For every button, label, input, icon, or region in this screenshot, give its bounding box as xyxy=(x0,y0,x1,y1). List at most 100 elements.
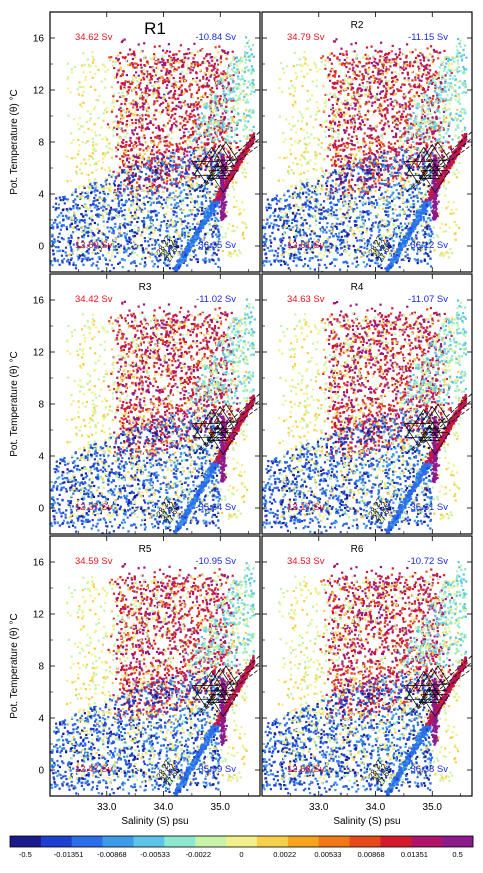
data-point xyxy=(120,146,123,149)
data-point xyxy=(126,183,130,186)
data-point xyxy=(236,64,239,67)
data-point xyxy=(144,256,147,260)
data-point xyxy=(187,222,190,225)
data-point xyxy=(151,179,154,182)
data-point xyxy=(148,187,151,190)
data-point xyxy=(172,178,175,181)
data-point xyxy=(120,102,123,106)
data-point xyxy=(243,71,246,74)
data-point xyxy=(229,255,232,258)
data-point xyxy=(76,245,79,248)
data-point xyxy=(128,181,131,184)
data-point xyxy=(227,67,230,70)
data-point xyxy=(191,223,194,226)
data-point xyxy=(90,241,93,244)
data-point xyxy=(214,227,217,230)
data-point xyxy=(208,204,211,208)
data-point xyxy=(61,259,64,262)
data-point xyxy=(125,124,128,127)
data-point xyxy=(166,135,169,138)
data-point xyxy=(157,127,161,131)
data-point xyxy=(206,187,209,191)
data-point xyxy=(144,70,147,74)
data-point xyxy=(68,253,71,256)
data-point xyxy=(151,171,154,175)
data-point xyxy=(218,166,221,169)
data-point xyxy=(101,161,104,164)
data-point xyxy=(222,201,225,204)
data-point xyxy=(134,140,137,144)
data-point xyxy=(193,213,196,217)
data-point xyxy=(128,183,131,186)
data-point xyxy=(148,189,152,192)
data-point xyxy=(180,190,183,193)
data-point xyxy=(223,147,226,150)
data-point xyxy=(58,249,61,252)
data-point xyxy=(134,174,137,177)
data-point xyxy=(153,114,156,117)
data-point xyxy=(184,119,187,123)
data-point xyxy=(225,110,228,113)
data-point xyxy=(218,176,221,179)
data-point xyxy=(84,225,87,228)
data-point xyxy=(357,117,360,120)
data-point xyxy=(187,239,190,242)
data-point xyxy=(430,79,433,82)
data-point xyxy=(81,235,84,238)
data-point xyxy=(352,66,355,69)
data-point xyxy=(126,242,129,246)
data-point xyxy=(137,142,140,145)
data-point xyxy=(140,129,143,132)
data-point xyxy=(125,140,128,144)
data-point xyxy=(98,257,101,260)
data-point xyxy=(92,141,95,144)
data-point xyxy=(168,111,171,114)
data-point xyxy=(184,112,188,115)
data-point xyxy=(331,85,334,89)
data-point xyxy=(217,172,220,175)
data-point xyxy=(90,184,93,188)
data-point xyxy=(133,62,136,65)
data-point xyxy=(233,168,236,171)
data-point xyxy=(222,73,225,76)
data-point xyxy=(252,141,255,144)
data-point xyxy=(235,146,238,149)
data-point xyxy=(152,103,155,106)
data-point xyxy=(103,168,107,171)
data-point xyxy=(149,218,152,221)
data-point xyxy=(190,65,193,68)
data-point xyxy=(84,205,87,208)
data-point xyxy=(192,119,195,123)
data-point xyxy=(150,251,153,254)
data-point xyxy=(56,215,59,219)
data-point xyxy=(149,168,152,171)
data-point xyxy=(226,139,229,142)
data-point xyxy=(146,211,149,214)
data-point xyxy=(151,219,154,222)
data-point xyxy=(432,136,435,139)
data-point xyxy=(176,220,179,224)
data-point xyxy=(86,259,89,262)
data-point xyxy=(76,207,79,210)
data-point xyxy=(131,172,134,175)
data-point xyxy=(127,109,130,112)
data-point xyxy=(102,209,105,212)
data-point xyxy=(175,240,178,243)
data-point xyxy=(180,65,183,68)
data-point xyxy=(127,89,130,92)
data-point xyxy=(103,65,106,68)
data-point xyxy=(127,174,130,177)
data-point xyxy=(80,105,83,108)
data-point xyxy=(233,249,236,253)
data-point xyxy=(191,69,194,72)
data-point xyxy=(380,90,383,93)
data-point xyxy=(162,239,165,242)
data-point xyxy=(154,241,157,244)
data-point xyxy=(245,98,248,101)
data-point xyxy=(173,68,176,72)
data-point xyxy=(218,237,221,241)
data-point xyxy=(115,246,118,249)
data-point xyxy=(174,225,177,228)
data-point xyxy=(216,186,219,189)
data-point xyxy=(117,91,120,94)
